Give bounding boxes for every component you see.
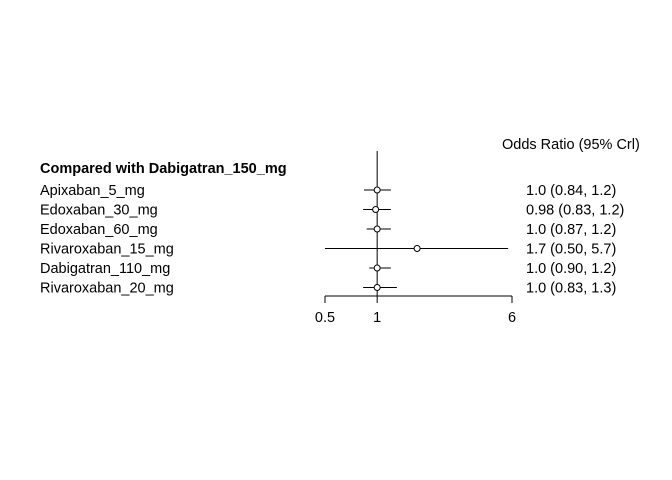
point-estimate-marker [373,225,381,233]
forest-row: Dabigatran_110_mg 1.0 (0.90, 1.2) [40,261,616,277]
x-tick-label: 0.5 [315,310,335,326]
ci-text: 1.7 (0.50, 5.7) [526,242,616,258]
point-estimate-marker [373,264,381,272]
row-label: Apixaban_5_mg [40,183,145,199]
row-label: Rivaroxaban_20_mg [40,281,174,297]
row-label: Rivaroxaban_15_mg [40,242,174,258]
group-title: Compared with Dabigatran_150_mg [40,161,287,177]
ci-text: 1.0 (0.83, 1.3) [526,281,616,297]
forest-row: Edoxaban_60_mg 1.0 (0.87, 1.2) [40,222,616,238]
point-estimate-marker [372,206,380,213]
forest-row: Edoxaban_30_mg 0.98 (0.83, 1.2) [40,203,624,219]
row-label: Edoxaban_60_mg [40,222,158,238]
point-estimate-marker [413,245,421,252]
x-tick-label: 6 [508,310,516,326]
point-estimate-marker [373,284,381,291]
ci-text: 1.0 (0.87, 1.2) [526,222,616,238]
row-label: Edoxaban_30_mg [40,203,158,219]
row-label: Dabigatran_110_mg [40,261,170,277]
point-estimate-marker [373,186,381,194]
ci-text: 1.0 (0.84, 1.2) [526,183,616,199]
odds-ratio-header: Odds Ratio (95% Crl) [502,137,640,153]
x-tick-label: 1 [373,310,381,326]
ci-text: 0.98 (0.83, 1.2) [526,203,624,219]
forest-row: Rivaroxaban_20_mg 1.0 (0.83, 1.3) [40,281,616,297]
forest-row: Rivaroxaban_15_mg 1.7 (0.50, 5.7) [40,242,616,258]
forest-row: Apixaban_5_mg 1.0 (0.84, 1.2) [40,183,616,199]
ci-text: 1.0 (0.90, 1.2) [526,261,616,277]
